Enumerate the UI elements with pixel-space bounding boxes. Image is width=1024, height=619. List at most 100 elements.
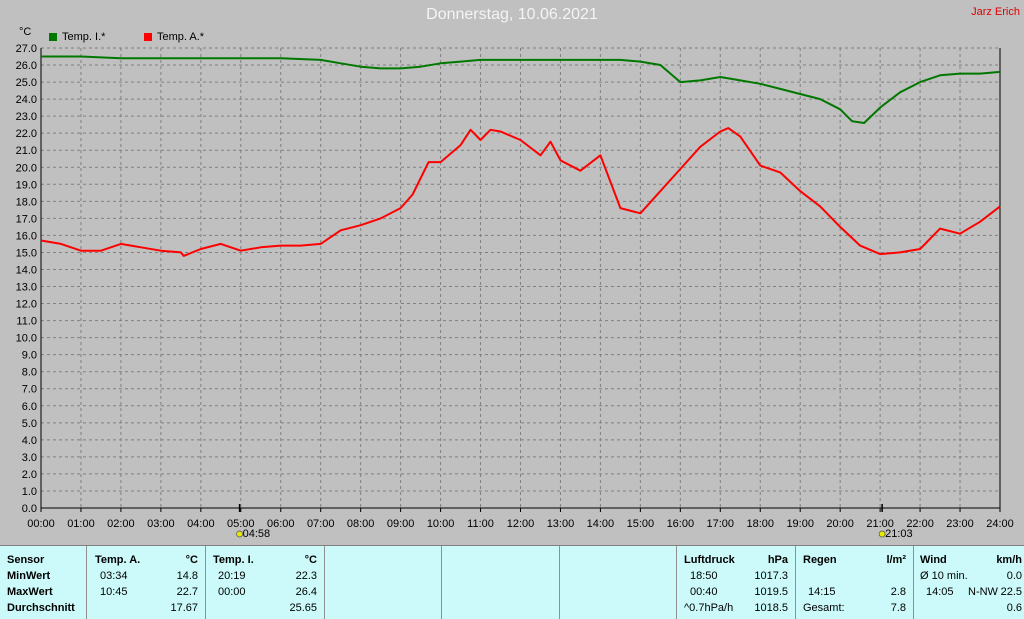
y-tick-label: 17.0 — [16, 213, 37, 225]
y-tick-label: 0.0 — [22, 503, 37, 515]
temp-i-unit: °C — [304, 554, 317, 566]
x-tick-label: 17:00 — [707, 518, 735, 530]
x-tick-label: 18:00 — [746, 518, 774, 530]
y-tick-label: 14.0 — [16, 264, 37, 276]
sunrise-icon — [236, 530, 243, 538]
temp-a-avg: 17.67 — [170, 602, 198, 614]
minwert-label: MinWert — [7, 570, 51, 582]
y-tick-label: 4.0 — [22, 435, 37, 447]
sun-glyph — [878, 530, 886, 538]
y-tick-label: 23.0 — [16, 111, 37, 123]
wind-max-val: 22.5 — [1000, 586, 1022, 598]
x-tick-label: 24:00 — [986, 518, 1014, 530]
author-label: Jarz Erich — [971, 6, 1020, 18]
x-tick-label: 22:00 — [906, 518, 934, 530]
stats-col-empty-3 — [560, 546, 677, 619]
stats-col-pressure: Luftdruck hPa 18:50 1017.3 00:40 1019.5 … — [677, 546, 796, 619]
wind-last-val: 0.6 — [1006, 602, 1022, 614]
sensor-header: Sensor — [7, 554, 45, 566]
pressure-unit: hPa — [767, 554, 788, 566]
y-tick-label: 13.0 — [16, 282, 37, 294]
pressure-trend-label: ^0.7hPa/h — [684, 602, 734, 614]
x-tick-label: 03:00 — [147, 518, 175, 530]
x-tick-label: 11:00 — [467, 518, 494, 530]
legend-temp-i: Temp. I.* — [49, 31, 105, 43]
wind-avg-label: Ø 10 min. — [920, 570, 968, 582]
stats-col-temp-a: Temp. A. °C 03:34 14.8 10:45 22.7 17.67 — [87, 546, 206, 619]
rain-max-time: 14:15 — [808, 586, 836, 598]
temp-i-header: Temp. I. — [213, 554, 254, 566]
durchschnitt-label: Durchschnitt — [7, 602, 75, 614]
y-tick-label: 7.0 — [22, 384, 37, 396]
x-tick-label: 08:00 — [347, 518, 375, 530]
temp-a-min-val: 14.8 — [176, 570, 198, 582]
y-tick-label: 26.0 — [16, 60, 37, 72]
y-tick-label: 12.0 — [16, 299, 37, 311]
x-tick-label: 07:00 — [307, 518, 335, 530]
y-tick-label: 15.0 — [16, 247, 37, 259]
sunset-icon — [878, 530, 886, 538]
wind-max-dir: N-NW — [968, 586, 998, 598]
x-tick-label: 04:00 — [187, 518, 215, 530]
x-tick-label: 23:00 — [946, 518, 974, 530]
x-tick-label: 13:00 — [547, 518, 575, 530]
rain-total-label: Gesamt: — [803, 602, 845, 614]
x-tick-label: 15:00 — [627, 518, 655, 530]
wind-max-time: 14:05 — [926, 586, 954, 598]
y-tick-label: 1.0 — [22, 486, 37, 498]
temp-a-unit: °C — [185, 554, 198, 566]
y-tick-label: 16.0 — [16, 230, 37, 242]
y-tick-label: 2.0 — [22, 469, 37, 481]
y-tick-label: 8.0 — [22, 367, 37, 379]
temp-a-min-time: 03:34 — [100, 570, 128, 582]
temp-i-avg: 25.65 — [289, 602, 317, 614]
pressure-header: Luftdruck — [684, 554, 735, 566]
y-tick-label: 9.0 — [22, 350, 37, 362]
legend-swatch-temp-a — [144, 33, 152, 41]
x-tick-label: 01:00 — [67, 518, 95, 530]
x-tick-label: 06:00 — [267, 518, 295, 530]
rain-max-val: 2.8 — [890, 586, 906, 598]
temp-a-header: Temp. A. — [95, 554, 141, 566]
series-line-temp-a — [40, 127, 1001, 257]
x-tick-label: 00:00 — [27, 518, 55, 530]
y-tick-label: 21.0 — [16, 145, 37, 157]
stats-col-wind: Wind km/h Ø 10 min. 0.0 14:05 N-NW 22.5 … — [914, 546, 1024, 619]
y-tick-label: 24.0 — [16, 94, 37, 106]
y-tick-label: 20.0 — [16, 162, 37, 174]
marker-label: 04:58 — [243, 528, 271, 540]
y-tick-label: 19.0 — [16, 179, 37, 191]
temp-i-max-time: 00:00 — [218, 586, 246, 598]
wind-avg-val: 0.0 — [1006, 570, 1022, 582]
x-tick-label: 16:00 — [667, 518, 695, 530]
y-tick-label: 25.0 — [16, 77, 37, 89]
maxwert-label: MaxWert — [7, 586, 53, 598]
stats-col-rain: Regen l/m² 14:15 2.8 Gesamt: 7.8 — [796, 546, 914, 619]
x-tick-label: 19:00 — [786, 518, 814, 530]
y-tick-label: 22.0 — [16, 128, 37, 140]
rain-total-val: 7.8 — [890, 602, 906, 614]
stats-panel: Sensor MinWert MaxWert Durchschnitt Temp… — [0, 545, 1024, 619]
pressure-trend-val: 1018.5 — [754, 602, 788, 614]
legend-swatch-temp-i — [49, 33, 57, 41]
stats-col-temp-i: Temp. I. °C 20:19 22.3 00:00 26.4 25.65 — [206, 546, 325, 619]
temp-a-max-val: 22.7 — [176, 586, 198, 598]
x-tick-label: 02:00 — [107, 518, 135, 530]
x-tick-label: 14:00 — [587, 518, 615, 530]
x-tick-label: 12:00 — [507, 518, 535, 530]
x-tick-label: 21:00 — [866, 518, 894, 530]
pressure-max-time: 00:40 — [690, 586, 718, 598]
y-tick-label: 6.0 — [22, 401, 37, 413]
marker-label: 21:03 — [885, 528, 913, 540]
temp-i-min-time: 20:19 — [218, 570, 246, 582]
legend-label-temp-i: Temp. I.* — [62, 31, 106, 43]
y-tick-label: 18.0 — [16, 196, 37, 208]
x-tick-label: 05:00 — [227, 518, 255, 530]
rain-header: Regen — [803, 554, 837, 566]
temp-a-max-time: 10:45 — [100, 586, 128, 598]
wind-header: Wind — [920, 554, 947, 566]
sun-glyph — [236, 530, 243, 538]
x-tick-label: 09:00 — [387, 518, 415, 530]
x-tick-label: 20:00 — [826, 518, 854, 530]
legend-label-temp-a: Temp. A.* — [157, 31, 205, 43]
